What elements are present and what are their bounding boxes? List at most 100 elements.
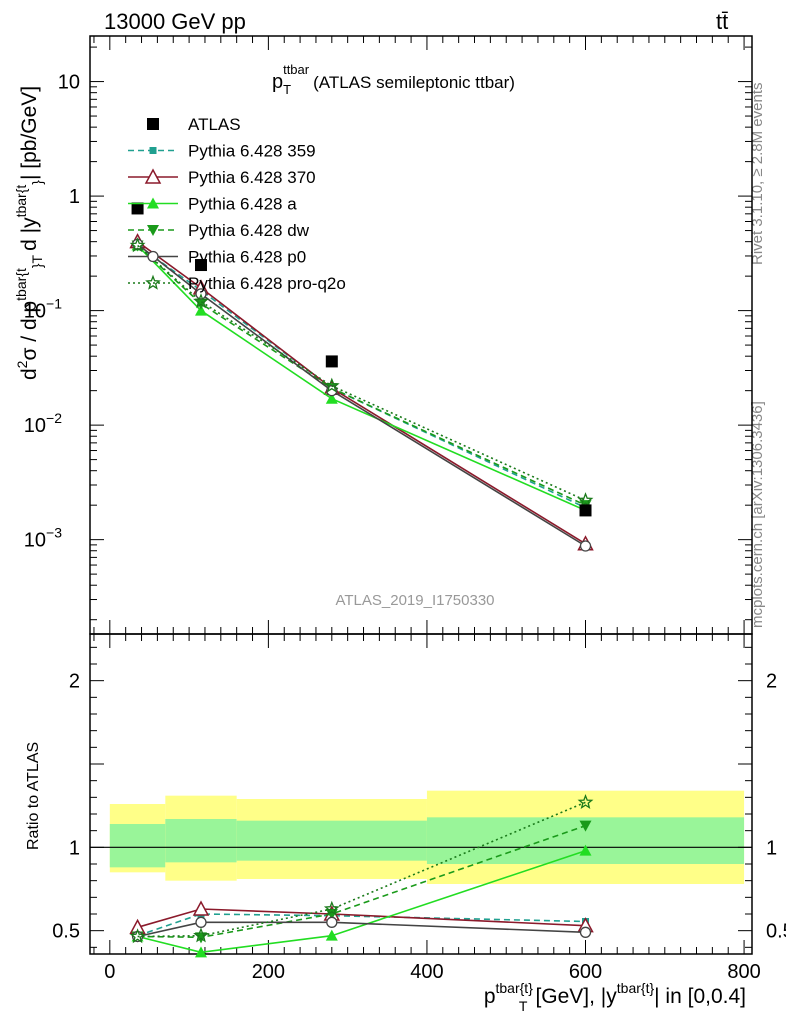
x-tick-label: 400 bbox=[410, 961, 443, 983]
inner-band-1 bbox=[165, 819, 237, 863]
series-line-ratio-0 bbox=[137, 913, 586, 937]
uncertainty-bands bbox=[109, 790, 745, 884]
x-tick-label: 600 bbox=[569, 961, 602, 983]
y-label-b-sup: tbar{t bbox=[13, 268, 29, 301]
inner-band-0 bbox=[109, 824, 166, 868]
chart-title: pTttbar(ATLAS semileptonic ttbar) bbox=[272, 62, 515, 97]
y-label-c-sup: tbar{t bbox=[13, 185, 29, 218]
header-energy-label: 13000 GeV pp bbox=[104, 9, 246, 34]
y-tick-label: 10−1 bbox=[24, 296, 62, 323]
y-label-b-sub: T bbox=[29, 254, 45, 263]
legend-label: Pythia 6.428 a bbox=[188, 195, 297, 214]
x-label-p: p bbox=[484, 985, 496, 1008]
series-line-top-3 bbox=[137, 244, 586, 506]
y-label-a: d bbox=[18, 368, 41, 380]
series-point-ratio-5 bbox=[193, 927, 209, 943]
series-line-top-2 bbox=[137, 244, 586, 512]
legend-marker bbox=[147, 197, 159, 209]
series-point-top-5 bbox=[193, 293, 209, 309]
series-point-ratio-1 bbox=[192, 900, 210, 916]
inner-band-2 bbox=[236, 820, 427, 861]
series-point-top-4 bbox=[579, 540, 592, 552]
ratio-y-axis-label: Ratio to ATLAS bbox=[25, 742, 42, 850]
ratio-tick-label-left: 1 bbox=[69, 837, 80, 859]
data-point bbox=[579, 504, 592, 517]
series-point-top-5 bbox=[577, 492, 594, 508]
series-ratio-panel bbox=[129, 793, 594, 958]
x-label-end: | in [0,0.4] bbox=[654, 985, 746, 1008]
legend-marker bbox=[145, 274, 161, 290]
ratio-tick-label-left: 2 bbox=[69, 671, 80, 693]
legend-marker bbox=[147, 118, 159, 130]
data-point bbox=[131, 202, 144, 215]
x-label-mid: [GeV], |y bbox=[535, 985, 617, 1008]
chart-title-rest: (ATLAS semileptonic ttbar) bbox=[313, 73, 515, 92]
y-tick-label: 10 bbox=[58, 72, 80, 94]
legend-label: Pythia 6.428 dw bbox=[188, 221, 310, 240]
y-axis-label: d2σ / d ptbar{t}Td |ytbar{t}| [pb/GeV] bbox=[13, 86, 45, 380]
y-tick-label: 10−2 bbox=[24, 410, 62, 437]
ratio-tick-label-right: 1 bbox=[766, 837, 777, 859]
x-label-p-sup: tbar{t} bbox=[496, 980, 534, 996]
series-point-ratio-5 bbox=[323, 900, 340, 916]
y-axis-ticks-top: 10 1 10−1 10−2 10−3 bbox=[24, 46, 752, 621]
legend-label: Pythia 6.428 pro-q2o bbox=[188, 274, 346, 293]
y-label-c: d |y bbox=[18, 217, 41, 251]
y-label-d: | [pb/GeV] bbox=[18, 86, 41, 180]
legend-label: Pythia 6.428 359 bbox=[188, 142, 316, 161]
legend-label: Pythia 6.428 370 bbox=[188, 168, 316, 187]
y-axis-ticks-ratio: 0.5 0.5 1 1 2 2 bbox=[52, 646, 786, 948]
analysis-label: ATLAS_2019_I1750330 bbox=[335, 592, 494, 609]
rivet-version-label: Rivet 3.1.10, ≥ 2.8M events bbox=[749, 83, 766, 266]
series-point-ratio-2 bbox=[579, 844, 592, 856]
ratio-tick-label-left: 0.5 bbox=[52, 921, 80, 943]
chart-title-main: p bbox=[272, 71, 283, 93]
legend: ATLAS Pythia 6.428 359 Pythia 6.428 370 Pyt… bbox=[128, 115, 346, 293]
series-line-ratio-1 bbox=[137, 908, 586, 929]
series-point-ratio-4 bbox=[326, 916, 338, 928]
series-top-panel bbox=[129, 202, 594, 552]
legend-marker bbox=[147, 225, 159, 236]
data-point bbox=[325, 355, 338, 368]
x-axis-label: ptbar{t} T [GeV], |ytbar{t}| in [0,0.4] bbox=[484, 980, 746, 1014]
y-tick-label: 10−3 bbox=[24, 525, 62, 552]
y-label-c-sub: } bbox=[29, 180, 45, 185]
series-point-top-5 bbox=[129, 237, 146, 253]
series-point-ratio-5 bbox=[129, 928, 146, 944]
x-label-p-sub: T bbox=[519, 998, 528, 1014]
ratio-panel-frame bbox=[89, 633, 753, 955]
series-point-ratio-2 bbox=[194, 946, 207, 958]
series-line-top-0 bbox=[137, 244, 586, 509]
y-tick-label: 1 bbox=[69, 186, 80, 208]
x-label-y-sup: tbar{t} bbox=[617, 980, 655, 996]
legend-marker bbox=[144, 168, 162, 184]
series-point-ratio-2 bbox=[325, 929, 338, 941]
x-axis-ticks: 0 200 400 600 800 bbox=[93, 36, 761, 983]
legend-marker bbox=[147, 250, 159, 263]
series-point-ratio-3 bbox=[579, 820, 592, 832]
series-line-top-1 bbox=[137, 241, 586, 545]
legend-marker bbox=[149, 147, 157, 154]
x-tick-label: 200 bbox=[252, 961, 285, 983]
legend-label: Pythia 6.428 p0 bbox=[188, 248, 306, 267]
series-point-ratio-4 bbox=[195, 916, 207, 928]
data-point bbox=[194, 259, 207, 272]
series-line-top-4 bbox=[137, 243, 586, 547]
series-point-top-2 bbox=[194, 304, 207, 316]
y-label-b-sub2: } bbox=[29, 263, 45, 268]
mcplots-reference-label: mcplots.cern.ch [arXiv:1306.3436] bbox=[749, 401, 766, 628]
chart-title-sup: ttbar bbox=[283, 62, 310, 77]
series-point-top-5 bbox=[323, 377, 340, 393]
series-line-ratio-2 bbox=[137, 849, 586, 954]
chart-title-sub: T bbox=[283, 82, 291, 97]
ratio-tick-label-right: 2 bbox=[766, 671, 777, 693]
legend-label: ATLAS bbox=[188, 115, 241, 134]
y-label-b: σ / d p bbox=[18, 301, 41, 361]
y-label-a-sup: 2 bbox=[14, 360, 30, 368]
header-process-label: tt̄ bbox=[716, 9, 728, 34]
series-point-ratio-5 bbox=[577, 793, 594, 810]
series-point-top-2 bbox=[325, 392, 338, 404]
series-point-ratio-4 bbox=[579, 926, 592, 938]
ratio-tick-label-right: 0.5 bbox=[766, 921, 786, 943]
